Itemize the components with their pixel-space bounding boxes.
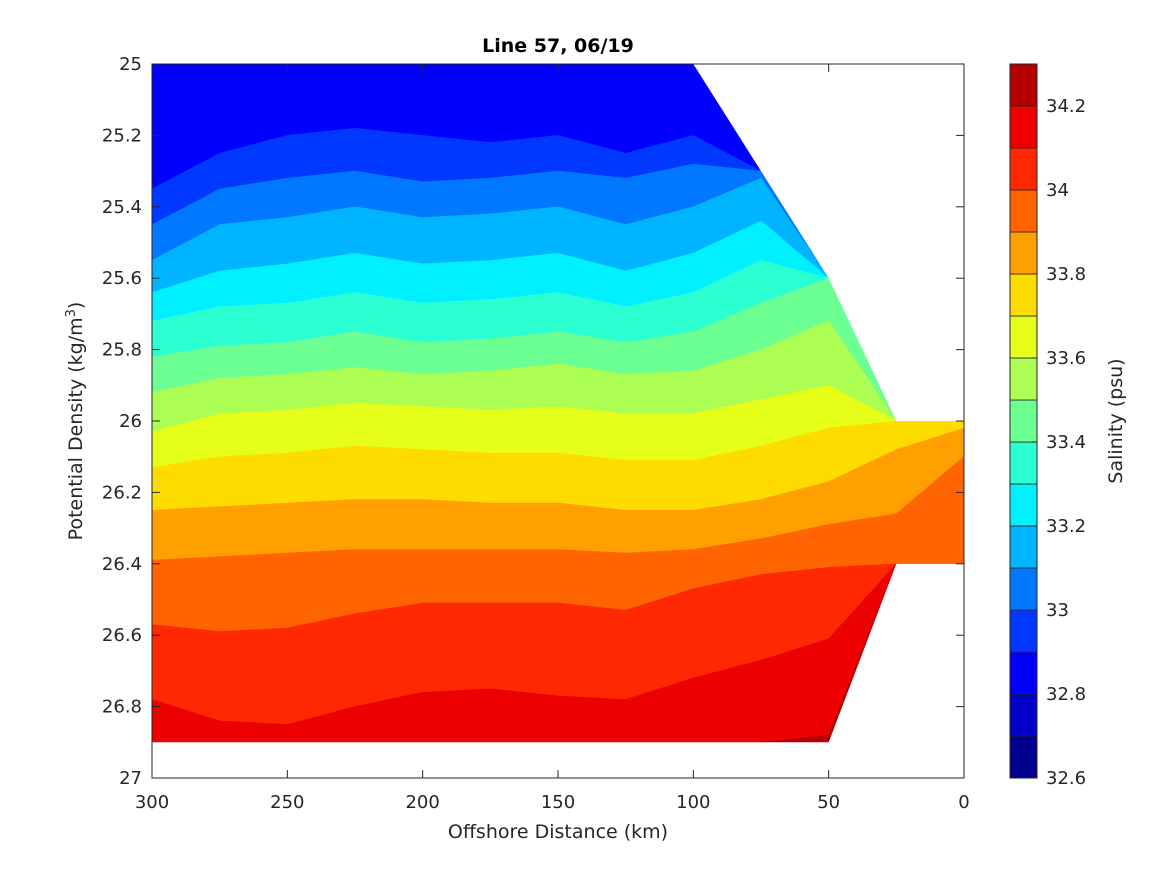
y-axis: 25 25.2 25.4 25.6 25.8 26 26.2 26.4 26.6 26.8 27	[102, 54, 964, 789]
y-axis-label-close: )	[65, 302, 87, 309]
colorbar-tick-label: 34	[1046, 180, 1069, 201]
colorbar-segment	[1009, 357, 1038, 401]
x-axis: 300 250 200 150 100 50 0	[135, 64, 970, 813]
y-tick-label: 25	[119, 54, 142, 75]
colorbar-segment	[1009, 147, 1038, 191]
x-tick-label: 50	[817, 792, 840, 813]
colorbar-segment	[1009, 651, 1038, 695]
y-axis-label-superscript: 3	[64, 309, 79, 317]
colorbar-segment	[1009, 735, 1038, 779]
colorbar-segment	[1009, 105, 1038, 149]
x-tick-label: 150	[541, 792, 575, 813]
y-tick-label: 25.6	[102, 268, 142, 289]
y-tick-label: 26	[119, 411, 142, 432]
colorbar-tick-label: 34.2	[1046, 96, 1086, 117]
colorbar-tick-label: 33.4	[1046, 432, 1086, 453]
colorbar-tick-label: 32.8	[1046, 684, 1086, 705]
y-tick-label: 27	[119, 768, 142, 789]
colorbar-segment	[1009, 525, 1038, 569]
no-data-region	[152, 64, 964, 421]
colorbar-tick-label: 33	[1046, 600, 1069, 621]
colorbar-segment	[1009, 609, 1038, 653]
x-tick-label: 0	[958, 792, 969, 813]
y-tick-label: 26.6	[102, 625, 142, 646]
x-tick-label: 250	[270, 792, 304, 813]
y-axis-label: Potential Density (kg/m3)	[64, 302, 88, 541]
y-tick-label: 26.2	[102, 482, 142, 503]
y-tick-label: 26.8	[102, 697, 142, 718]
y-tick-label: 25.2	[102, 125, 142, 146]
colorbar-segment	[1009, 399, 1038, 443]
colorbar-segment	[1009, 231, 1038, 275]
x-tick-label: 300	[135, 792, 169, 813]
plot-area	[151, 63, 965, 779]
colorbar: 32.6 32.8 33 33.2 33.4 33.6 33.8 34 34.2	[1009, 63, 1086, 789]
colorbar-segment	[1009, 567, 1038, 611]
chart-title: Line 57, 06/19	[482, 35, 634, 57]
x-tick-label: 100	[676, 792, 710, 813]
colorbar-segment	[1009, 189, 1038, 233]
colorbar-segment	[1009, 315, 1038, 359]
y-axis-label-main: Potential Density (kg/m	[65, 317, 87, 540]
colorbar-segment	[1009, 441, 1038, 485]
x-tick-label: 200	[405, 792, 439, 813]
colorbar-tick-label: 33.6	[1046, 348, 1086, 369]
colorbar-segment	[1009, 63, 1038, 107]
y-tick-label: 25.8	[102, 340, 142, 361]
colorbar-label: Salinity (psu)	[1105, 358, 1127, 483]
colorbar-segment	[1009, 273, 1038, 317]
colorbar-frame	[1009, 63, 1038, 779]
colorbar-segment	[1009, 483, 1038, 527]
y-tick-label: 25.4	[102, 197, 142, 218]
colorbar-tick-label: 33.2	[1046, 516, 1086, 537]
no-data-region	[152, 563, 964, 778]
y-tick-label: 26.4	[102, 554, 142, 575]
colorbar-tick-label: 32.6	[1046, 768, 1086, 789]
x-axis-label: Offshore Distance (km)	[448, 821, 668, 843]
colorbar-tick-label: 33.8	[1046, 264, 1086, 285]
colorbar-segment	[1009, 693, 1038, 737]
